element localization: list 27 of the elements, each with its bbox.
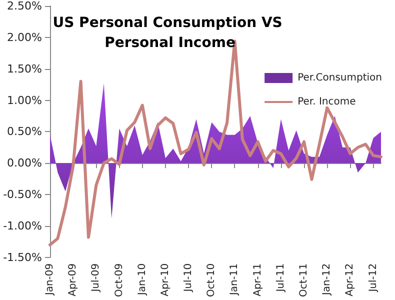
- y-tick-label: -1.50%: [3, 250, 42, 264]
- x-tick-label: Jan-11: [229, 263, 240, 296]
- y-tick-label: 2.00%: [7, 30, 42, 44]
- y-tick-label: 1.50%: [7, 62, 42, 76]
- x-tick-label: Jan-12: [322, 263, 333, 296]
- y-tick-label: 0.00%: [7, 156, 42, 170]
- x-tick-label: Oct-10: [206, 263, 218, 297]
- x-tick-label: Jul-09: [90, 263, 102, 293]
- x-tick-label: Jan-09: [44, 263, 56, 296]
- x-tick-label: Jul-12: [368, 263, 379, 293]
- y-tick-label: -0.50%: [3, 188, 42, 202]
- x-tick-label: Apr-09: [68, 263, 79, 296]
- x-tick-label: Apr-11: [252, 263, 264, 296]
- x-tick-label: Oct-11: [298, 263, 310, 297]
- text: US Personal Consumption VS Personal Income: [52, 15, 288, 51]
- x-tick-label: Oct-09: [114, 263, 125, 297]
- x-tick-label: Jan-10: [136, 263, 148, 296]
- legend-label: Per. Income: [298, 96, 356, 108]
- y-tick-label: -1.00%: [3, 219, 42, 232]
- x-tick-label: Jul-11: [275, 263, 286, 293]
- y-tick-label: 2.50%: [7, 0, 42, 12]
- legend-label: Per.Consumption: [298, 72, 382, 84]
- x-tick-label: Apr-12: [344, 263, 356, 296]
- x-tick-label: Jul-10: [183, 263, 194, 293]
- y-tick-label: 1.00%: [7, 94, 42, 107]
- x-tick-label: Apr-10: [160, 263, 171, 296]
- y-tick-label: 0.50%: [7, 125, 42, 138]
